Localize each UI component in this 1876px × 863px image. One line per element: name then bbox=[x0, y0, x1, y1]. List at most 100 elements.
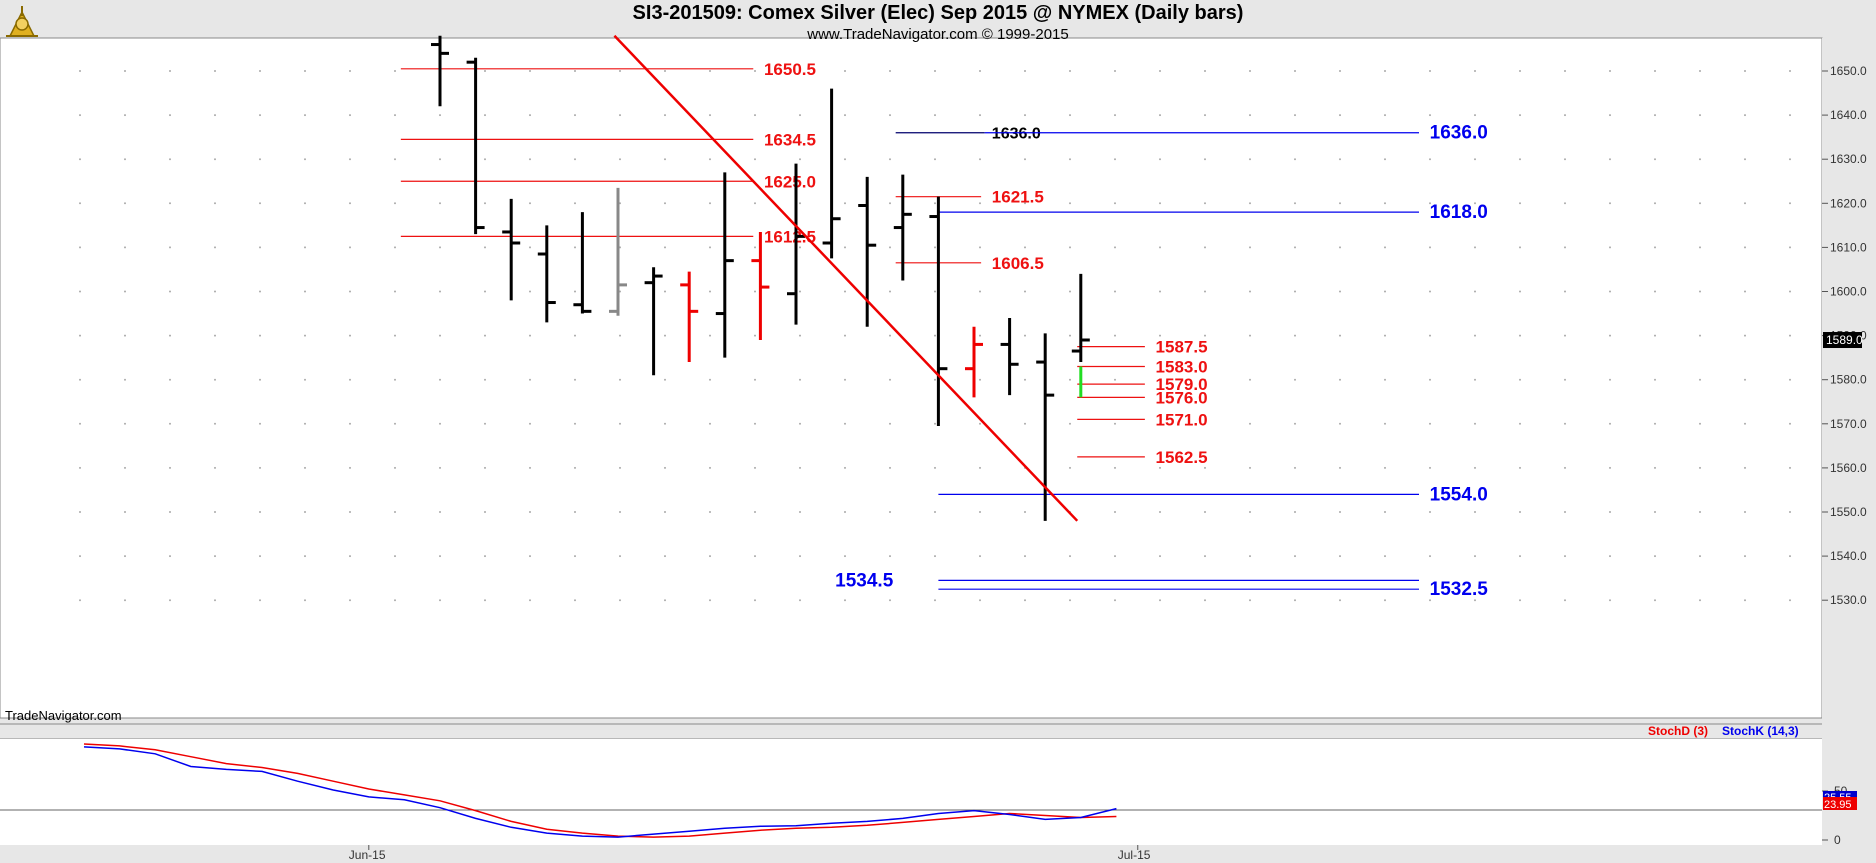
grid-dot bbox=[1744, 158, 1746, 161]
trendline bbox=[613, 34, 1079, 522]
y-tick-label: 1530.0 bbox=[1830, 593, 1867, 607]
grid-dot bbox=[1159, 511, 1161, 513]
grid-dot bbox=[1114, 246, 1116, 249]
grid-dot bbox=[1114, 158, 1116, 161]
grid-dot bbox=[259, 422, 261, 425]
grid-dot bbox=[1384, 511, 1386, 513]
grid-dot bbox=[1744, 422, 1746, 425]
grid-dot bbox=[1024, 158, 1026, 161]
grid-dot bbox=[664, 290, 666, 293]
grid-dot bbox=[394, 511, 396, 513]
grid-dot bbox=[889, 466, 891, 469]
grid-dot bbox=[1609, 158, 1611, 161]
grid-dot bbox=[799, 555, 801, 558]
grid-dot bbox=[1474, 290, 1476, 293]
grid-dot bbox=[1429, 555, 1431, 558]
grid-dot bbox=[394, 70, 396, 72]
grid-dot bbox=[1249, 334, 1251, 337]
grid-dot bbox=[1654, 202, 1656, 205]
y-tick-label: 1640.0 bbox=[1830, 108, 1867, 122]
grid-dot bbox=[1204, 466, 1206, 469]
grid-dot bbox=[169, 378, 171, 381]
grid-dot bbox=[484, 511, 486, 513]
grid-dot bbox=[1429, 202, 1431, 205]
grid-dot bbox=[1384, 422, 1386, 425]
grid-dot bbox=[169, 158, 171, 161]
grid-dot bbox=[1519, 555, 1521, 558]
grid-dot bbox=[574, 246, 576, 249]
grid-dot bbox=[709, 70, 711, 72]
watermark: TradeNavigator.com bbox=[5, 708, 122, 723]
grid-dot bbox=[304, 422, 306, 425]
grid-dot bbox=[1024, 202, 1026, 205]
grid-dot bbox=[889, 599, 891, 602]
grid-dot bbox=[934, 70, 936, 72]
grid-dot bbox=[754, 334, 756, 337]
grid-dot bbox=[439, 555, 441, 558]
grid-dot bbox=[529, 378, 531, 381]
grid-dot bbox=[664, 466, 666, 469]
grid-dot bbox=[349, 599, 351, 602]
stochd-legend: StochD (3) bbox=[1648, 724, 1708, 738]
grid-dot bbox=[1519, 599, 1521, 602]
grid-dot bbox=[1654, 378, 1656, 381]
grid-dot bbox=[1699, 555, 1701, 558]
grid-dot bbox=[1114, 422, 1116, 425]
grid-dot bbox=[709, 378, 711, 381]
grid-dot bbox=[1294, 599, 1296, 602]
grid-dot bbox=[349, 378, 351, 381]
grid-dot bbox=[889, 378, 891, 381]
level-label: 1532.5 bbox=[1430, 579, 1489, 600]
grid-dot bbox=[1204, 114, 1206, 117]
grid-dot bbox=[1474, 466, 1476, 469]
grid-dot bbox=[349, 246, 351, 249]
grid-dot bbox=[169, 422, 171, 425]
grid-dot bbox=[1564, 511, 1566, 513]
grid-dot bbox=[1159, 70, 1161, 72]
grid-dot bbox=[1294, 202, 1296, 205]
grid-dot bbox=[1699, 466, 1701, 469]
grid-dot bbox=[619, 511, 621, 513]
level-label: 1576.0 bbox=[1156, 388, 1208, 407]
grid-dot bbox=[1564, 555, 1566, 558]
grid-dot bbox=[1114, 202, 1116, 205]
grid-dot bbox=[1294, 334, 1296, 337]
grid-dot bbox=[169, 114, 171, 117]
grid-dot bbox=[979, 378, 981, 381]
grid-dot bbox=[1159, 378, 1161, 381]
grid-dot bbox=[1069, 70, 1071, 72]
grid-dot bbox=[1114, 466, 1116, 469]
grid-dot bbox=[1474, 422, 1476, 425]
grid-dot bbox=[1339, 158, 1341, 161]
grid-dot bbox=[1204, 599, 1206, 602]
y-tick-label: 1580.0 bbox=[1830, 373, 1867, 387]
grid-dot bbox=[79, 334, 81, 337]
grid-dot bbox=[484, 555, 486, 558]
grid-dot bbox=[1294, 246, 1296, 249]
grid-dot bbox=[169, 466, 171, 469]
grid-dot bbox=[1159, 334, 1161, 337]
grid-dot bbox=[394, 378, 396, 381]
grid-dot bbox=[349, 422, 351, 425]
grid-dot bbox=[1609, 334, 1611, 337]
grid-dot bbox=[934, 555, 936, 558]
level-label: 1579.0 bbox=[1156, 375, 1208, 394]
grid-dot bbox=[349, 511, 351, 513]
grid-dot bbox=[1699, 334, 1701, 337]
grid-dot bbox=[1204, 246, 1206, 249]
grid-dot bbox=[1474, 555, 1476, 558]
grid-dot bbox=[394, 555, 396, 558]
grid-dot bbox=[1339, 70, 1341, 72]
stochd-line bbox=[83, 743, 1117, 838]
grid-dot bbox=[1609, 378, 1611, 381]
grid-dot bbox=[1294, 158, 1296, 161]
stochd-badge-text: 23.95 bbox=[1824, 799, 1852, 811]
grid-dot bbox=[124, 158, 126, 161]
grid-dot bbox=[1069, 114, 1071, 117]
grid-dot bbox=[1339, 466, 1341, 469]
grid-dot bbox=[439, 334, 441, 337]
grid-dot bbox=[1654, 511, 1656, 513]
grid-dot bbox=[214, 378, 216, 381]
grid-dot bbox=[484, 158, 486, 161]
